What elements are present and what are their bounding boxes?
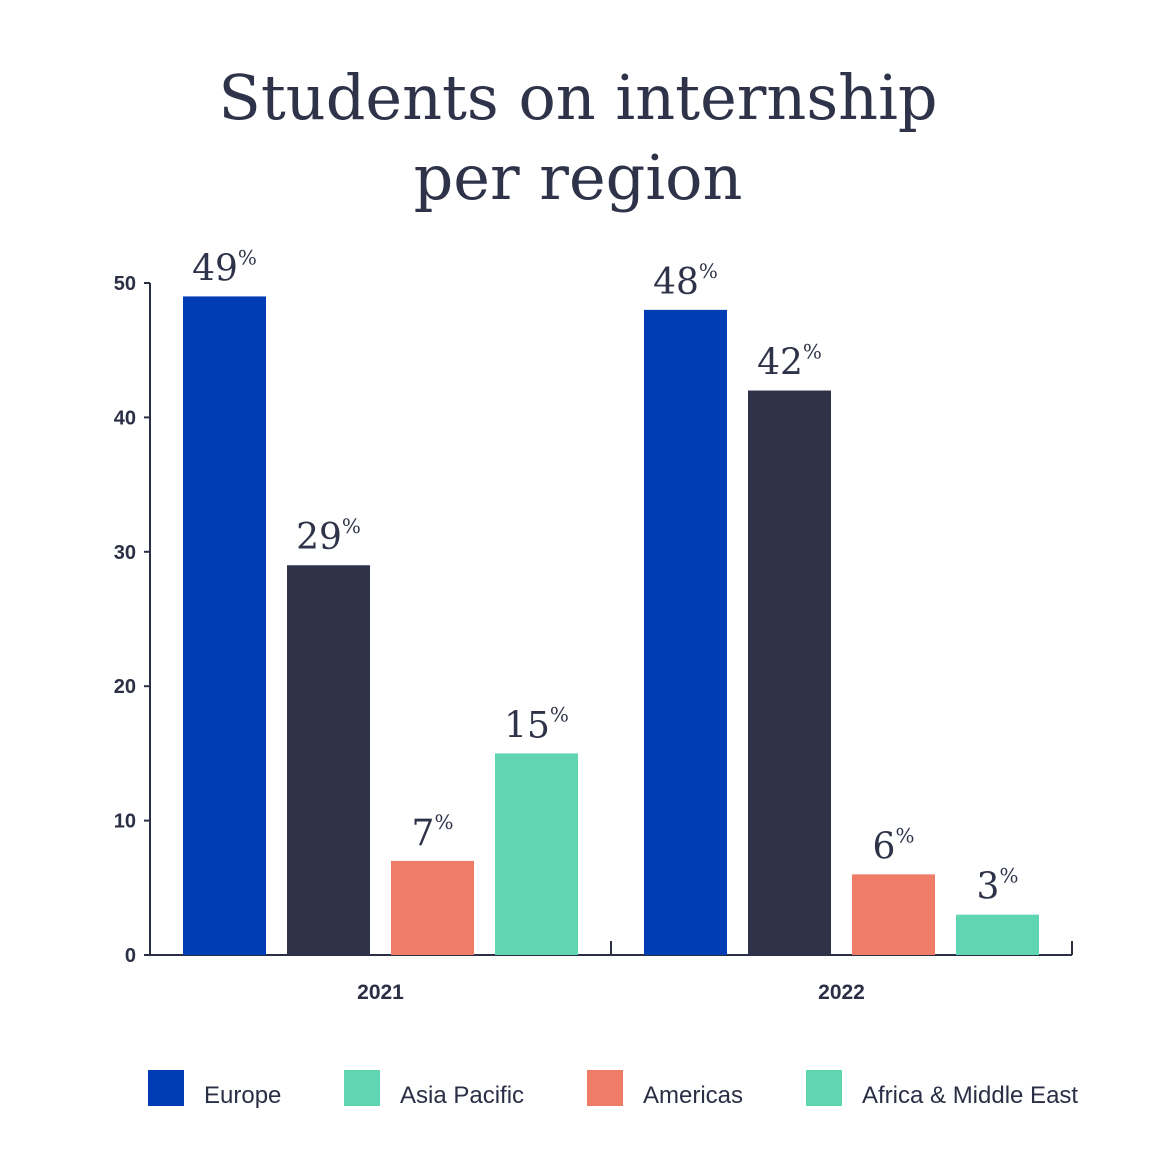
data-label: 15% <box>504 702 569 746</box>
data-label: 6% <box>873 823 915 867</box>
data-label: 49% <box>192 245 257 289</box>
y-tick-label: 0 <box>125 945 136 967</box>
bar <box>495 753 578 955</box>
chart-title-line-2: per region <box>413 141 743 214</box>
data-label: 48% <box>653 259 718 303</box>
data-label: 7% <box>412 810 454 854</box>
chart-title-line-1: Students on internship <box>218 61 938 134</box>
data-label: 3% <box>977 864 1019 908</box>
bar <box>391 860 474 955</box>
bar <box>183 296 266 955</box>
bar <box>287 565 370 955</box>
legend-label-americas: Americas <box>643 1082 744 1109</box>
x-category-label: 2021 <box>357 981 404 1004</box>
legend-swatch-americas <box>587 1070 623 1106</box>
bar-chart: 0 10 20 30 40 50 2021 49% 29% 7% 15% 2022 48% 42% 6% 3… <box>114 245 1073 1004</box>
chart-labels: 2021 49% 29% 7% 15% 2022 48% 42% 6% 3% <box>192 245 1018 1004</box>
y-tick-label: 10 <box>114 811 136 833</box>
data-label: 29% <box>296 514 361 558</box>
y-tick-label: 40 <box>114 407 136 429</box>
y-tick-label: 20 <box>114 676 136 698</box>
bar <box>852 874 935 955</box>
legend-swatch-europe <box>148 1070 184 1106</box>
y-tick-label: 30 <box>114 542 136 564</box>
bar <box>956 914 1039 955</box>
legend-swatch-asia-pacific <box>344 1070 380 1106</box>
chart-axes: 0 10 20 30 40 50 <box>114 273 1073 967</box>
bar <box>644 309 727 955</box>
legend-label-europe: Europe <box>204 1082 282 1109</box>
x-category-label: 2022 <box>818 981 865 1004</box>
legend-label-asia-pacific: Asia Pacific <box>400 1082 525 1109</box>
legend-swatch-africa-middle-east <box>806 1070 842 1106</box>
chart-bars <box>183 296 1039 955</box>
chart-legend: Europe Asia Pacific Americas Africa & Mi… <box>0 1070 1156 1120</box>
chart-title: Students on internship per region <box>0 58 1156 218</box>
bar <box>748 390 831 955</box>
y-tick-label: 50 <box>114 273 136 295</box>
legend-label-africa-middle-east: Africa & Middle East <box>862 1082 1079 1109</box>
data-label: 42% <box>757 340 822 384</box>
